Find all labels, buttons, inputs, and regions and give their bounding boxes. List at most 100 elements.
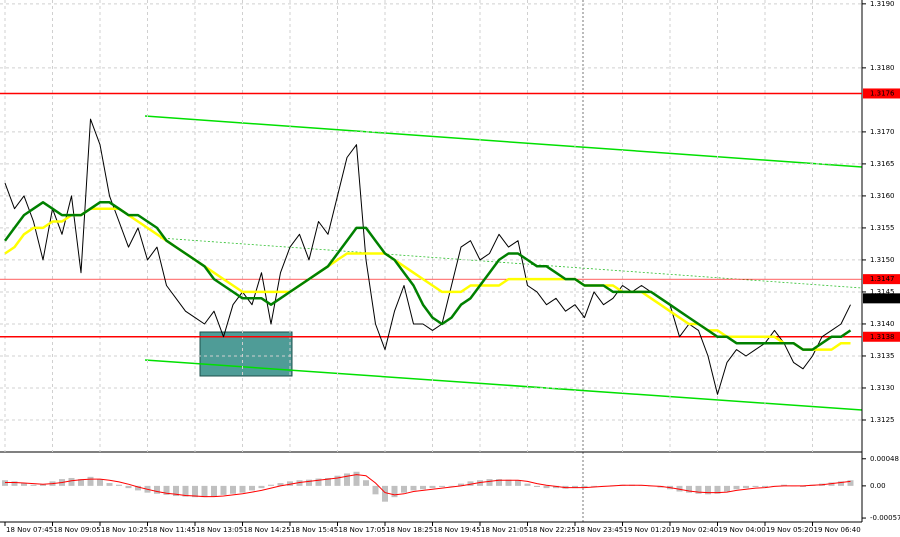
y-tick-label: 1.3125 [870,416,895,424]
histogram-bar [363,480,369,486]
histogram-bar [505,479,512,486]
histogram-bar [847,480,854,486]
y-tick-label: 1.3170 [870,128,895,136]
level-label: 1.3138 [870,333,895,341]
x-tick-label: 18 Nov 10:25 [101,526,148,534]
histogram-bar [40,484,46,486]
histogram-bar [296,480,303,486]
histogram-bar [486,479,493,486]
histogram-bar [572,485,578,489]
histogram-bar [524,483,531,486]
histogram-bar [781,484,787,486]
x-tick-label: 18 Nov 15:45 [291,526,338,534]
histogram-bar [277,483,284,486]
histogram-bar [743,485,749,489]
y-tick-label: 0.00048 [870,455,899,463]
y-tick-label: 1.3165 [870,160,895,168]
histogram-bar [591,485,597,487]
histogram-bar [163,485,170,495]
histogram-bar [230,485,236,494]
x-tick-label: 18 Nov 14:25 [244,526,291,534]
histogram-bar [676,485,683,492]
level-label-box [863,88,900,99]
histogram-bar [344,473,350,486]
histogram-bar [714,485,721,494]
histogram-bar [828,482,835,486]
histogram-bar [21,483,27,486]
level-label: 1.3147 [870,275,895,283]
histogram-bar [401,485,407,493]
histogram-bar [201,485,208,498]
price-label: 1.3144 [870,294,895,302]
x-tick-label: 18 Nov 11:45 [149,526,196,534]
histogram-bar [30,484,37,486]
histogram-bar [543,485,550,489]
histogram-bar [306,479,312,486]
y-tick-label: 1.3130 [870,384,895,392]
price-line [4,118,851,395]
level-label-box [863,331,900,342]
histogram-bar [800,485,806,487]
x-tick-label: 18 Nov 21:05 [481,526,528,534]
histogram-bar [496,479,502,486]
x-tick-label: 18 Nov 19:45 [434,526,481,534]
histogram-bar [382,485,388,502]
x-tick-label: 18 Nov 23:45 [576,526,623,534]
histogram-bar [125,485,132,489]
histogram-bar [752,485,759,487]
y-tick-label: 1.3180 [870,64,895,72]
y-tick-label: 1.3155 [870,224,895,232]
histogram-bar [534,485,540,487]
x-tick-label: 18 Nov 22:25 [529,526,576,534]
channel-lower [144,359,863,411]
histogram-bar [458,483,464,486]
x-tick-label: 19 Nov 01:20 [624,526,671,534]
y-tick-label: 1.3140 [870,320,895,328]
histogram-bar [239,485,246,493]
histogram-bar [372,485,379,495]
y-tick-label: -0.00057 [870,514,900,522]
histogram-bar [220,485,227,495]
y-tick-label: 1.3135 [870,352,895,360]
channel-upper [144,115,863,168]
histogram-bar [515,480,521,486]
y-tick-label: 1.3145 [870,288,895,296]
x-tick-label: 18 Nov 09:05 [54,526,101,534]
histogram-bar [192,485,198,498]
y-tick-label: 1.3150 [870,256,895,264]
histogram-bar [11,481,18,486]
histogram-bar [477,480,483,486]
histogram-bar [135,485,141,491]
histogram-bar [838,481,844,486]
x-tick-label: 18 Nov 17:05 [339,526,386,534]
histogram-bar [410,485,417,491]
level-label: 1.3176 [870,89,895,97]
x-tick-label: 18 Nov 07:45 [6,526,53,534]
y-tick-label: 1.3190 [870,0,895,8]
histogram-bar [467,481,474,486]
moving-average [3,201,852,351]
y-tick-label: 1.3160 [870,192,895,200]
histogram-bar [249,485,255,491]
price-label-box [863,293,900,304]
trend-line [159,237,863,289]
x-tick-label: 19 Nov 05:20 [766,526,813,534]
histogram-bar [429,485,436,489]
histogram-bar [258,485,265,489]
histogram-bar [762,485,768,487]
x-tick-label: 19 Nov 04:00 [719,526,766,534]
histogram-bar [2,480,8,486]
y-tick-label: 0.00 [870,482,886,490]
histogram-bar [182,485,189,497]
histogram-bar [448,485,455,487]
x-tick-label: 19 Nov 06:40 [814,526,861,534]
signal-line [5,474,851,498]
histogram-bar [705,485,711,495]
histogram-bar [315,478,322,486]
histogram-bar [724,485,730,492]
histogram-bar [97,479,103,486]
x-tick-label: 19 Nov 02:40 [671,526,718,534]
histogram-bar [420,485,426,490]
histogram-bar [68,477,75,486]
